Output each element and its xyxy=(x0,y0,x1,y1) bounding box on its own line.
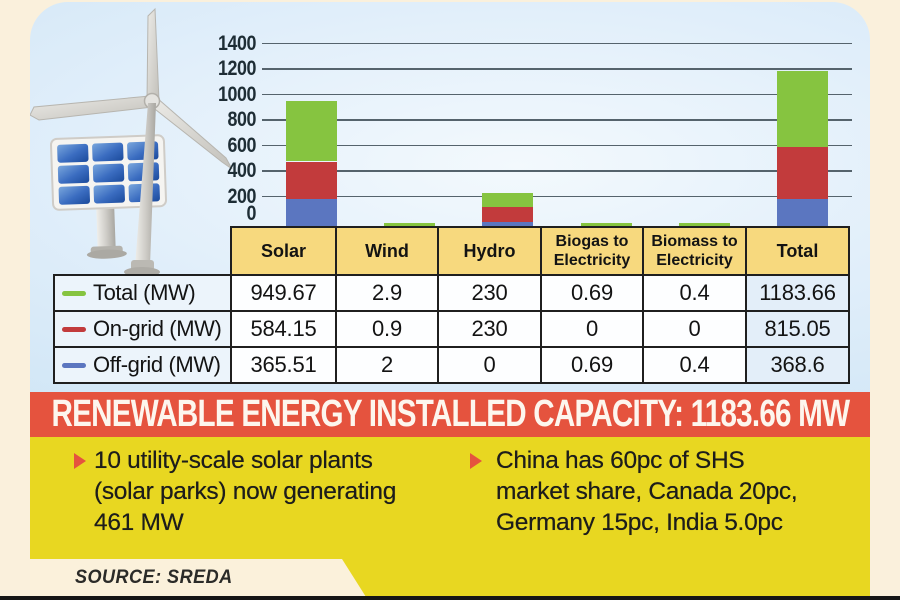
column-header: Biomass to Electricity xyxy=(642,226,747,276)
bullet-triangle-icon xyxy=(470,453,482,469)
bar-3-total xyxy=(580,222,632,226)
banner-title: RENEWABLE ENERGY INSTALLED CAPACITY: 118… xyxy=(51,393,850,435)
table-cell: 230 xyxy=(437,310,542,348)
y-axis-tick-label: 800 xyxy=(227,108,256,131)
column-header: Hydro xyxy=(437,226,542,276)
y-axis-tick-label: 1000 xyxy=(217,82,256,106)
y-axis-tick-label: 0 xyxy=(246,202,256,225)
highlight-left: 10 utility-scale solar plants (solar park… xyxy=(94,445,396,538)
table-cell: 949.67 xyxy=(230,274,337,312)
table-cell: 2.9 xyxy=(335,274,439,312)
bar-0-offgrid xyxy=(285,198,337,226)
legend-label: Off-grid (MW) xyxy=(93,352,221,377)
column-header: Biogas to Electricity xyxy=(540,226,644,276)
highlight-line: 461 MW xyxy=(94,509,184,536)
table-cell: 365.51 xyxy=(230,346,337,384)
gridline xyxy=(262,195,852,198)
legend-dash-icon xyxy=(62,362,86,368)
gridline xyxy=(262,170,852,172)
title-banner: RENEWABLE ENERGY INSTALLED CAPACITY: 118… xyxy=(30,392,870,437)
table-cell: 1183.66 xyxy=(745,274,850,312)
y-axis-tick-label: 1400 xyxy=(217,31,256,55)
table-cell: 0.9 xyxy=(335,310,439,348)
bar-5-ongrid xyxy=(777,146,829,199)
bar-2-total xyxy=(482,192,534,208)
table-cell: 368.6 xyxy=(745,346,850,384)
gridline xyxy=(262,68,852,70)
source-label: SOURCE: SREDA xyxy=(75,567,233,588)
stacked-bar-chart: 0 200 400 600 800 1000 1200 1400 xyxy=(30,2,870,392)
legend-label: On-grid (MW) xyxy=(93,316,222,341)
highlight-right: China has 60pc of SHS market share, Canad… xyxy=(496,445,798,538)
table-cell: 0 xyxy=(437,346,542,384)
highlight-line: market share, Canada 20pc, xyxy=(496,478,798,505)
y-axis-tick-label: 1200 xyxy=(217,57,256,80)
table-cell: 0.4 xyxy=(642,346,747,384)
bar-5-total xyxy=(777,71,829,147)
column-header: Total xyxy=(745,226,850,276)
y-axis-tick-label: 600 xyxy=(227,133,256,157)
bar-2-offgrid xyxy=(482,222,534,226)
y-axis-tick-label: 400 xyxy=(227,159,256,182)
legend-dash-icon xyxy=(62,326,86,332)
gridline xyxy=(262,93,852,96)
highlight-line: China has 60pc of SHS xyxy=(496,447,745,474)
column-header: Solar xyxy=(230,226,337,276)
legend-cell: Total (MW) xyxy=(53,274,232,312)
bottom-strip xyxy=(0,596,900,600)
bar-0-ongrid xyxy=(285,161,337,199)
capacity-table: Solar Wind Hydro Biogas to Electricity Bioma… xyxy=(53,226,850,384)
bar-1-total xyxy=(384,222,435,226)
source-strip xyxy=(30,559,366,597)
table-corner-spacer xyxy=(54,227,231,275)
legend-dash-icon xyxy=(62,290,86,296)
table-cell: 815.05 xyxy=(745,310,850,348)
highlight-line: 10 utility-scale solar plants xyxy=(94,447,373,474)
bar-4-total xyxy=(679,222,730,226)
table-cell: 2 xyxy=(335,346,439,384)
legend-cell: On-grid (MW) xyxy=(53,310,232,348)
legend-label: Total (MW) xyxy=(93,280,196,305)
table-row: Off-grid (MW) 365.51 2 0 0.69 0.4 368.6 xyxy=(53,346,850,384)
table-cell: 230 xyxy=(437,274,542,312)
table-cell: 584.15 xyxy=(230,310,337,348)
table-cell: 0.69 xyxy=(540,346,644,384)
highlight-line: Germany 15pc, India 5.0pc xyxy=(496,509,783,536)
renewables-illustration xyxy=(30,7,233,277)
capacity-table-wrap: Solar Wind Hydro Biogas to Electricity Bioma… xyxy=(53,226,850,384)
chart-panel: 0 200 400 600 800 1000 1200 1400 Solar Wind Hydro… xyxy=(30,2,870,392)
table-cell: 0.69 xyxy=(540,274,644,312)
highlights-section: 10 utility-scale solar plants (solar park… xyxy=(30,437,870,597)
table-cell: 0 xyxy=(540,310,644,348)
highlight-line: (solar parks) now generating xyxy=(94,478,397,505)
gridline xyxy=(262,42,852,45)
y-axis-tick-label: 200 xyxy=(227,184,256,208)
bar-5-offgrid xyxy=(777,198,829,226)
bullet-triangle-icon xyxy=(74,453,86,469)
table-cell: 0.4 xyxy=(642,274,747,312)
gridline xyxy=(262,119,852,121)
bar-0-total xyxy=(285,100,337,162)
column-header: Wind xyxy=(335,226,439,276)
table-cell: 0 xyxy=(642,310,747,348)
solar-panel-icon xyxy=(50,134,168,259)
table-row: Total (MW) 949.67 2.9 230 0.69 0.4 1183.66 xyxy=(53,274,850,312)
legend-cell: Off-grid (MW) xyxy=(53,346,232,384)
table-row: On-grid (MW) 584.15 0.9 230 0 0 815.05 xyxy=(53,310,850,348)
gridline xyxy=(262,144,852,147)
bar-2-ongrid xyxy=(482,207,534,222)
